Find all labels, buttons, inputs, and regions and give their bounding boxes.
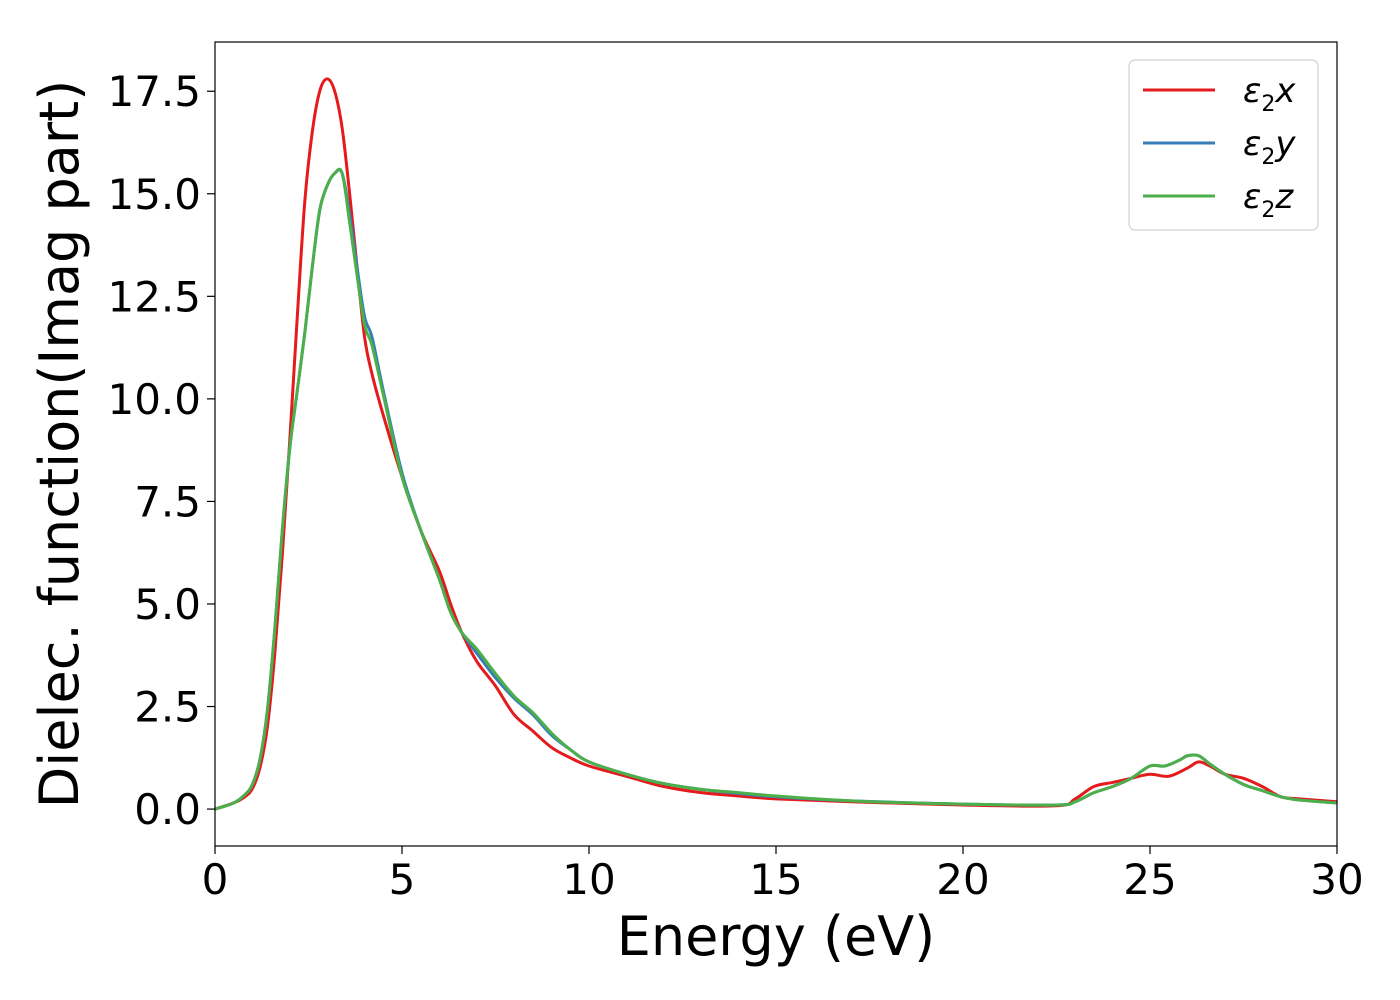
x-tick-label: 20 — [936, 855, 989, 904]
legend-label-y: ε2y — [1243, 124, 1296, 170]
x-tick-label: 25 — [1123, 855, 1176, 904]
y-tick-label: 17.5 — [107, 67, 201, 116]
y-tick-label: 15.0 — [107, 170, 201, 219]
x-axis: 0 5 10 15 20 25 30 — [202, 846, 1364, 904]
y-axis: 0.0 2.5 5.0 7.5 10.0 12.5 15.0 17.5 — [107, 67, 215, 834]
x-tick-label: 30 — [1310, 855, 1363, 904]
y-tick-label: 5.0 — [134, 580, 201, 629]
legend: ε2x ε2y ε2z — [1128, 59, 1319, 231]
y-tick-label: 12.5 — [107, 272, 201, 321]
series-line-x — [215, 77, 1337, 811]
x-tick-label: 5 — [389, 855, 416, 904]
x-tick-label: 15 — [749, 855, 802, 904]
x-tick-label: 0 — [202, 855, 229, 904]
x-tick-label: 10 — [562, 855, 615, 904]
series-layer — [215, 77, 1337, 811]
y-tick-label: 0.0 — [134, 785, 201, 834]
legend-label-z: ε2z — [1243, 177, 1294, 223]
y-tick-label: 7.5 — [134, 477, 201, 526]
series-line-z — [215, 167, 1337, 811]
x-axis-title: Energy (eV) — [617, 905, 936, 968]
legend-label-x: ε2x — [1243, 71, 1296, 117]
series-line-y — [215, 168, 1337, 811]
y-tick-label: 2.5 — [134, 683, 201, 732]
legend-frame — [1128, 59, 1319, 231]
y-axis-title: Dielec. function(Imag part) — [28, 80, 91, 809]
y-tick-label: 10.0 — [107, 375, 201, 424]
